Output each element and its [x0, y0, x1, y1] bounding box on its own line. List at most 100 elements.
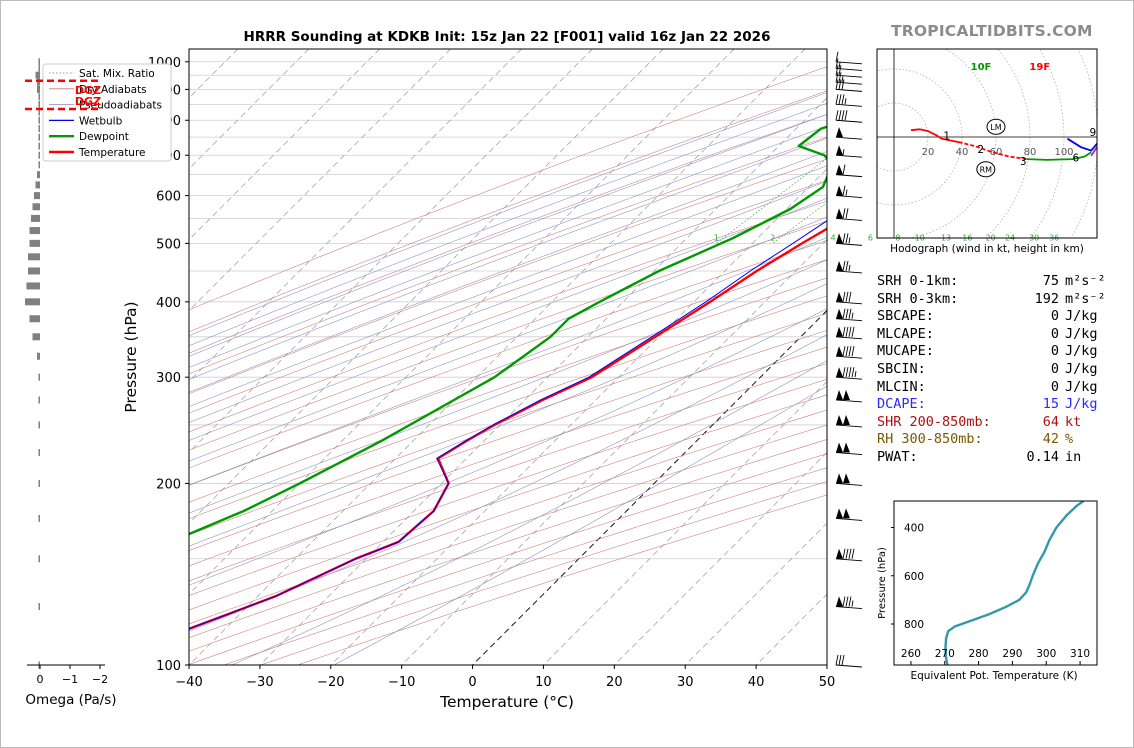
barb-flag: [842, 596, 846, 607]
barb-flag: [838, 72, 842, 83]
theta-e-x-tick-label: 270: [935, 648, 955, 660]
hodograph-caption: Hodograph (wind in kt, height in km): [890, 243, 1084, 255]
stat-label: MLCIN:: [877, 378, 926, 395]
storm-motion-label: RM: [980, 165, 993, 174]
stat-unit: m²s⁻²: [1065, 273, 1106, 289]
dry-adiabat: [189, 378, 827, 596]
hodograph-ring-label: 100: [1054, 147, 1073, 158]
barb-flag: [842, 164, 846, 175]
x-tick-label: −40: [175, 675, 202, 690]
barb-half-flag: [848, 237, 851, 244]
barb-flag: [842, 260, 846, 272]
hodograph-height-label: 6: [1073, 152, 1080, 164]
surface-temperature-label: 19F: [1029, 62, 1050, 73]
barb-half-flag: [845, 189, 848, 196]
sounding-stats: SRH 0-1km: 75 m²s⁻² SRH 0-3km: 192 m²s⁻² SBCAP…: [877, 273, 1127, 467]
barb-staff: [835, 355, 863, 359]
barb-flag: [848, 367, 852, 378]
stat-label: SHR 200-850mb:: [877, 413, 991, 430]
stat-label: SRH 0-3km:: [877, 290, 959, 307]
storm-motion-marker: [976, 161, 996, 178]
barb-half-flag: [851, 312, 854, 319]
stat-unit: J/kg: [1065, 308, 1098, 325]
moist-adiabat: [189, 259, 827, 514]
barb-flag: [841, 79, 845, 90]
hodograph-trace: [910, 128, 959, 143]
stat-row: SBCIN: 0 J/kg: [877, 361, 1127, 379]
moist-adiabat: [231, 360, 827, 665]
dry-adiabat: [189, 240, 827, 469]
omega-bar: [38, 603, 40, 611]
x-tick-label: −30: [246, 675, 273, 690]
isotherm-line: [401, 239, 827, 665]
isotherm-line: [259, 97, 827, 665]
barb-flag: [835, 110, 839, 121]
omega-bar: [38, 396, 40, 404]
chart-title: HRRR Sounding at KDKB Init: 15z Jan 22 […: [244, 29, 771, 45]
barb-flag: [851, 326, 855, 337]
mixing-ratio-label: 6: [868, 233, 873, 242]
wind-barb: [835, 414, 863, 428]
wind-barb: [835, 94, 863, 107]
y-tick-label: 400: [156, 296, 181, 311]
barb-staff: [835, 136, 863, 140]
wind-barb: [835, 164, 863, 178]
dgz-label: DGZ: [75, 84, 101, 97]
barb-pennant: [836, 308, 843, 319]
stat-label: DCAPE:: [877, 396, 926, 413]
barb-staff: [835, 88, 863, 92]
barb-flag: [838, 65, 842, 76]
omega-x-tick-label: −1: [62, 673, 78, 686]
hodograph-ring-label: 80: [1024, 147, 1037, 158]
barb-flag: [845, 260, 849, 272]
stat-unit: m²s⁻²: [1065, 290, 1106, 307]
legend-entry: Wetbulb: [79, 115, 123, 127]
stat-value: 0: [1050, 378, 1059, 395]
mixing-ratio-label: 1: [714, 233, 719, 242]
omega-bar: [35, 71, 40, 79]
stat-label: PWAT:: [877, 448, 918, 465]
wind-barb: [835, 308, 863, 322]
omega-bar: [29, 239, 40, 247]
wind-barb: [835, 346, 863, 359]
barb-half-flag: [842, 149, 845, 156]
barb-flag: [838, 110, 842, 121]
barb-staff: [835, 424, 863, 428]
barb-pennant: [843, 389, 850, 400]
moist-adiabat: [189, 125, 827, 368]
omega-bar: [32, 333, 40, 341]
omega-bar: [37, 85, 40, 93]
barb-pennant: [836, 367, 843, 378]
barb-flag: [838, 79, 842, 90]
wind-barb: [835, 291, 863, 305]
stat-row: MUCAPE: 0 J/kg: [877, 343, 1127, 361]
isotherm-line: [189, 49, 522, 382]
omega-bar: [38, 151, 40, 159]
dry-adiabat: [189, 66, 827, 311]
dry-adiabat: [189, 363, 827, 582]
barb-pennant: [836, 208, 843, 219]
stat-unit: J/kg: [1065, 396, 1098, 413]
wind-barb: [835, 548, 863, 562]
barb-half-flag: [854, 371, 857, 378]
barb-staff: [835, 318, 863, 322]
isotherm-line: [614, 451, 827, 665]
barb-flag: [842, 367, 846, 378]
hodograph-trace: [1026, 151, 1092, 161]
barb-flag: [844, 110, 848, 121]
wind-barb: [835, 185, 863, 199]
wind-barb: [835, 110, 863, 123]
barb-flag: [838, 94, 842, 105]
barb-flag: [842, 233, 846, 244]
wind-barb: [835, 389, 863, 403]
barb-staff: [835, 452, 863, 456]
omega-bar: [26, 282, 40, 290]
theta-e-y-tick-label: 400: [904, 523, 924, 535]
barb-pennant: [836, 596, 843, 607]
omega-bar: [38, 100, 40, 108]
x-tick-label: 10: [535, 675, 552, 690]
omega-bar: [38, 133, 40, 141]
barb-staff: [835, 174, 863, 178]
wind-barb: [835, 326, 863, 340]
